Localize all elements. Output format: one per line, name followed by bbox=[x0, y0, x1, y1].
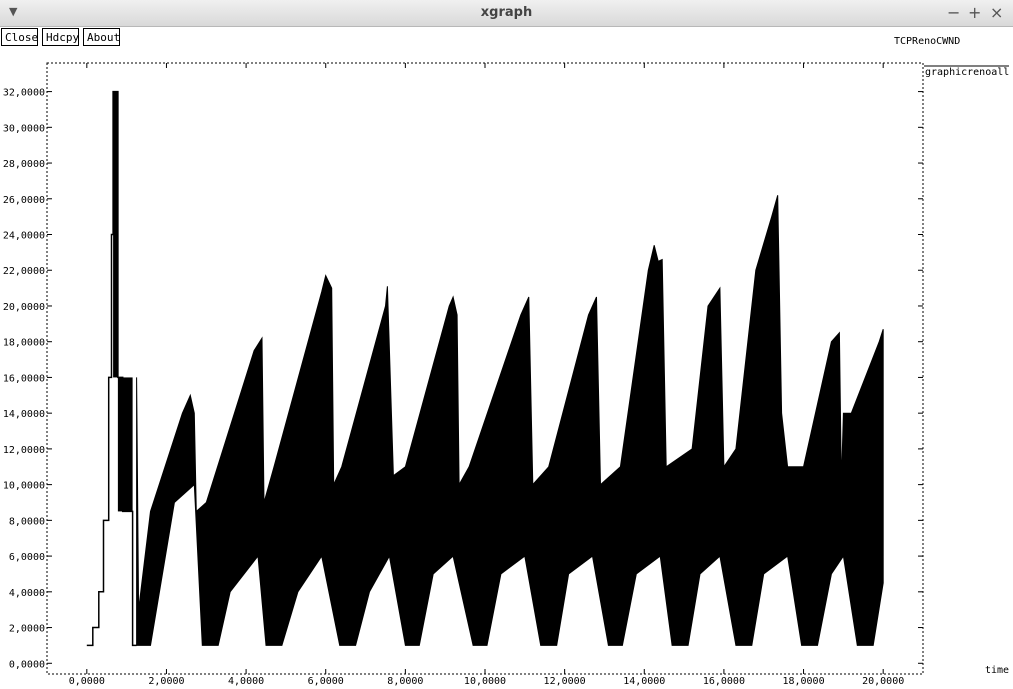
cwnd-slow-start-line bbox=[86, 90, 137, 647]
x-tick-label: 20,0000 bbox=[862, 676, 904, 687]
hdcpy-button[interactable]: Hdcpy bbox=[42, 28, 79, 46]
y-tick-label: 6,0000 bbox=[9, 552, 45, 563]
y-tick-label: 4,0000 bbox=[9, 588, 45, 599]
series-graphicrenoall bbox=[86, 90, 884, 647]
window-title: xgraph bbox=[480, 5, 533, 20]
y-tick-label: 8,0000 bbox=[9, 516, 45, 527]
x-tick-label: 4,0000 bbox=[228, 676, 264, 687]
x-tick-label: 6,0000 bbox=[308, 676, 344, 687]
y-tick-label: 28,0000 bbox=[3, 159, 45, 170]
close-button[interactable]: Close bbox=[1, 28, 38, 46]
x-tick-label: 18,0000 bbox=[782, 676, 824, 687]
cwnd-drop-block bbox=[117, 377, 133, 512]
x-tick-label: 2,0000 bbox=[148, 676, 184, 687]
y-tick-label: 26,0000 bbox=[3, 195, 45, 206]
x-axis-label: time bbox=[985, 665, 1010, 676]
y-tick-label: 20,0000 bbox=[3, 302, 45, 313]
x-tick-label: 10,0000 bbox=[464, 676, 506, 687]
y-tick-label: 30,0000 bbox=[3, 123, 45, 134]
y-tick-label: 2,0000 bbox=[9, 624, 45, 635]
close-window-button[interactable]: × bbox=[990, 3, 1004, 22]
y-axis: 0,0000 2,0000 4,0000 6,0000 8,0000 10,0000 12,… bbox=[3, 88, 923, 670]
x-tick-label: 16,0000 bbox=[703, 676, 745, 687]
x-axis: 0,0000 2,0000 4,0000 6,0000 8,0000 10,0000 12,… bbox=[69, 63, 904, 687]
y-tick-label: 12,0000 bbox=[3, 445, 45, 456]
chart-title: TCPRenoCWND bbox=[894, 36, 961, 47]
x-tick-label: 0,0000 bbox=[69, 676, 105, 687]
y-tick-label: 22,0000 bbox=[3, 266, 45, 277]
x-tick-label: 14,0000 bbox=[623, 676, 665, 687]
x-tick-label: 12,0000 bbox=[544, 676, 586, 687]
legend-label: graphicrenoall bbox=[925, 67, 1009, 78]
chevron-down-icon[interactable]: ▼ bbox=[9, 5, 18, 18]
cwnd-peak-block bbox=[113, 91, 118, 378]
y-tick-label: 18,0000 bbox=[3, 338, 45, 349]
about-button[interactable]: About bbox=[83, 28, 120, 46]
y-tick-label: 24,0000 bbox=[3, 231, 45, 242]
y-tick-label: 14,0000 bbox=[3, 409, 45, 420]
cwnd-band bbox=[136, 195, 884, 646]
y-tick-label: 10,0000 bbox=[3, 481, 45, 492]
y-tick-label: 16,0000 bbox=[3, 373, 45, 384]
x-tick-label: 8,0000 bbox=[387, 676, 423, 687]
minimize-button[interactable]: − bbox=[947, 3, 961, 22]
y-tick-label: 32,0000 bbox=[3, 88, 45, 99]
maximize-button[interactable]: + bbox=[968, 3, 982, 22]
y-tick-label: 0,0000 bbox=[9, 659, 45, 670]
window-titlebar: ▼ xgraph − + × bbox=[0, 0, 1013, 27]
